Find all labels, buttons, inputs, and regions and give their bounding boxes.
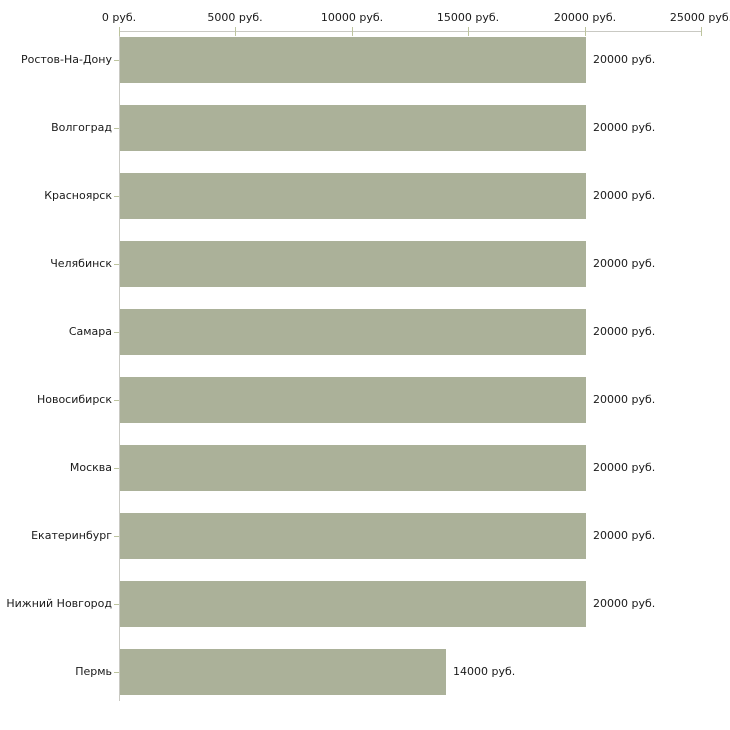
category-label: Волгоград [51, 121, 112, 134]
category-label: Нижний Новгород [6, 597, 112, 610]
bar [120, 105, 586, 151]
y-tick-mark [114, 468, 119, 469]
value-label: 20000 руб. [593, 189, 656, 202]
y-tick-mark [114, 672, 119, 673]
y-tick-mark [114, 536, 119, 537]
x-tick-mark [352, 27, 353, 36]
value-label: 20000 руб. [593, 121, 656, 134]
category-label: Новосибирск [36, 393, 112, 406]
x-tick-label: 20000 руб. [553, 11, 617, 24]
x-tick-mark [468, 27, 469, 36]
bar [120, 37, 586, 83]
x-tick-mark [235, 27, 236, 36]
y-axis-line [119, 31, 120, 701]
value-label: 20000 руб. [593, 393, 656, 406]
category-label: Ростов-На-Дону [20, 53, 112, 66]
bar [120, 581, 586, 627]
x-tick-label: 0 руб. [101, 11, 137, 24]
category-label: Екатеринбург [31, 529, 112, 542]
x-tick-label: 15000 руб. [436, 11, 500, 24]
category-label: Самара [68, 325, 112, 338]
bar [120, 513, 586, 559]
y-tick-mark [114, 264, 119, 265]
y-tick-mark [114, 60, 119, 61]
bar [120, 173, 586, 219]
bar [120, 649, 446, 695]
bar [120, 377, 586, 423]
y-tick-mark [114, 604, 119, 605]
x-tick-mark [119, 27, 120, 36]
x-tick-label: 25000 руб. [669, 11, 730, 24]
x-tick-label: 10000 руб. [320, 11, 384, 24]
value-label: 20000 руб. [593, 257, 656, 270]
bar [120, 445, 586, 491]
category-label: Пермь [75, 665, 112, 678]
x-tick-mark [585, 27, 586, 36]
category-label: Москва [69, 461, 112, 474]
value-label: 20000 руб. [593, 53, 656, 66]
value-label: 20000 руб. [593, 461, 656, 474]
x-axis-line [119, 31, 702, 32]
y-tick-mark [114, 332, 119, 333]
y-tick-mark [114, 128, 119, 129]
y-tick-mark [114, 400, 119, 401]
value-label: 20000 руб. [593, 597, 656, 610]
bar [120, 241, 586, 287]
y-tick-mark [114, 196, 119, 197]
value-label: 20000 руб. [593, 529, 656, 542]
x-tick-label: 5000 руб. [207, 11, 263, 24]
category-label: Красноярск [44, 189, 112, 202]
category-label: Челябинск [50, 257, 112, 270]
bar [120, 309, 586, 355]
value-label: 20000 руб. [593, 325, 656, 338]
x-tick-mark [701, 27, 702, 36]
value-label: 14000 руб. [453, 665, 516, 678]
